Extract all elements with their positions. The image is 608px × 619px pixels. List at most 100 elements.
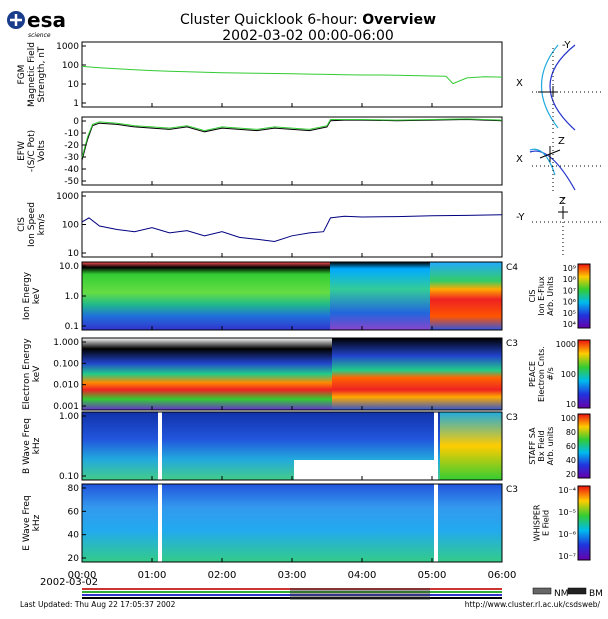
esa-logo: esa science [7, 8, 66, 39]
y-axis-title: CIS [17, 217, 27, 232]
y-tick-label: -20 [64, 141, 79, 151]
x-tick-label: 01:00 [138, 570, 167, 581]
colorbar-title: Arb. Units [546, 276, 555, 315]
series-line-efw-1 [81, 118, 503, 158]
colorbar-tick-label: 100 [561, 370, 576, 379]
y-tick-label: 1.000 [53, 338, 79, 348]
y-tick-label: -40 [64, 165, 79, 175]
colorbar-title: #/s [546, 367, 555, 381]
spacecraft-label: C3 [506, 339, 518, 349]
y-axis-title: km/s [37, 213, 47, 235]
x-tick-label: 04:00 [348, 570, 377, 581]
y-tick-label: 1000 [56, 42, 79, 52]
orbit1-top-label: -Y [562, 40, 571, 51]
orbit-plot-yz: Z -Y [516, 196, 604, 258]
y-axis-title: Volts [37, 140, 47, 162]
y-tick-label: 1 [73, 99, 79, 109]
y-tick-label: 1.0 [65, 292, 80, 302]
y-tick-label: 10 [68, 249, 80, 259]
y-axis-title: keV [32, 365, 42, 382]
mode-bm-label: BM [589, 589, 603, 599]
mode-nm-label: NM [554, 589, 569, 599]
y-tick-label: 20 [68, 554, 80, 564]
orbit3-top-label: Z [559, 196, 566, 207]
efw-panel [81, 116, 503, 186]
logo-text: esa [27, 8, 66, 32]
y-tick-label: 80 [68, 484, 80, 494]
y-tick-label: 1000 [56, 192, 79, 202]
y-tick-label: -10 [64, 129, 79, 139]
y-tick-label: 0.100 [53, 359, 79, 369]
whisper-e-wave-spectrogram [81, 483, 503, 563]
colorbar-tick-label: 10⁸ [563, 275, 576, 284]
series-line-fgm-0 [81, 65, 503, 85]
x-tick-label: 06:00 [488, 570, 517, 581]
y-axis-title: Ion Speed [27, 202, 37, 247]
colorbar-tick-label: 10⁻⁴ [558, 486, 576, 495]
colorbar-tick-label: 10⁻⁶ [558, 530, 576, 539]
colorbar-tick-label: 10⁹ [563, 264, 576, 273]
last-updated: Last Updated: Thu Aug 22 17:05:37 2002 [20, 600, 176, 609]
cis-speed-panel [81, 191, 503, 258]
fgm-panel [81, 41, 503, 108]
orbit-plot-xy: -Y X [516, 40, 604, 134]
footer-date: 2002-03-02 [40, 577, 98, 588]
y-tick-label: 0.001 [53, 402, 79, 412]
colorbar-tick-label: 10⁷ [563, 286, 576, 295]
source-url: http://www.cluster.rl.ac.uk/csdsweb/ [465, 600, 601, 609]
y-axis-title: B Wave Freq [22, 418, 32, 474]
x-tick-label: 02:00 [208, 570, 237, 581]
y-tick-label: 10 [68, 80, 80, 90]
y-axis-title: keV [32, 287, 42, 304]
spacecraft-label: C3 [506, 413, 518, 423]
colorbar-title: Bx Field [537, 430, 546, 461]
spacecraft-label: C3 [506, 485, 518, 495]
y-tick-label: 40 [68, 531, 80, 541]
colorbar-title: CIS [528, 289, 537, 302]
y-tick-label: 60 [68, 507, 80, 517]
colorbar [577, 263, 591, 329]
colorbar-tick-label: 10⁵ [563, 309, 576, 318]
orbit1-left-label: X [516, 78, 523, 89]
y-tick-label: -30 [64, 153, 79, 163]
y-axis-title: Magnetic Field [27, 42, 37, 107]
y-axis-title: EFW [17, 141, 27, 161]
orbit-plot-xz: Z X [516, 136, 604, 194]
mode-legend: NM BM [532, 587, 603, 599]
y-axis-title: kHz [32, 514, 42, 531]
colorbar-tick-label: 60 [566, 442, 576, 451]
y-axis-title: FGM [17, 65, 27, 85]
colorbar-title: E Field [542, 510, 551, 536]
y-tick-label: 100 [62, 221, 79, 231]
page-title: Cluster Quicklook 6-hour: Overview [180, 12, 436, 28]
y-tick-label: 0.010 [53, 381, 79, 391]
x-tick-label: 00:00 [68, 570, 97, 581]
colorbar-tick-label: 10 [566, 400, 576, 409]
colorbar-title: Electron Cnts. [537, 346, 546, 402]
colorbar-tick-label: 10⁻⁷ [558, 552, 576, 561]
colorbar-title: STAFF SA [528, 427, 537, 465]
colorbar-tick-label: 40 [566, 456, 576, 465]
ion-energy-spectrogram [81, 261, 503, 331]
colorbar-title: WHISPER [533, 504, 542, 541]
colorbar-tick-label: 10⁶ [563, 298, 576, 307]
y-axis-title: -(S/C Pot) [27, 130, 37, 172]
y-axis-title: kHz [32, 437, 42, 454]
orbit2-top-label: Z [558, 136, 565, 147]
x-tick-label: 03:00 [278, 570, 307, 581]
colorbar [577, 485, 591, 561]
series-line-efw-0 [81, 118, 503, 161]
page-subtitle: 2002-03-02 00:00-06:00 [222, 28, 394, 44]
colorbar-title: PEACE [528, 361, 537, 387]
logo-subtext: science [28, 32, 51, 39]
y-tick-label: 1.00 [59, 412, 79, 422]
colorbar-title: Ion E-Flux [537, 276, 546, 316]
y-axis-title: Ion Energy [22, 271, 32, 320]
y-axis-title: Strength, nT [37, 46, 47, 102]
colorbar-tick-label: 10⁻⁵ [558, 508, 576, 517]
staff-b-wave-spectrogram [81, 411, 503, 481]
y-tick-label: 10.0 [59, 262, 79, 272]
series-line-cis-0 [81, 214, 503, 243]
electron-energy-spectrogram [81, 337, 503, 411]
